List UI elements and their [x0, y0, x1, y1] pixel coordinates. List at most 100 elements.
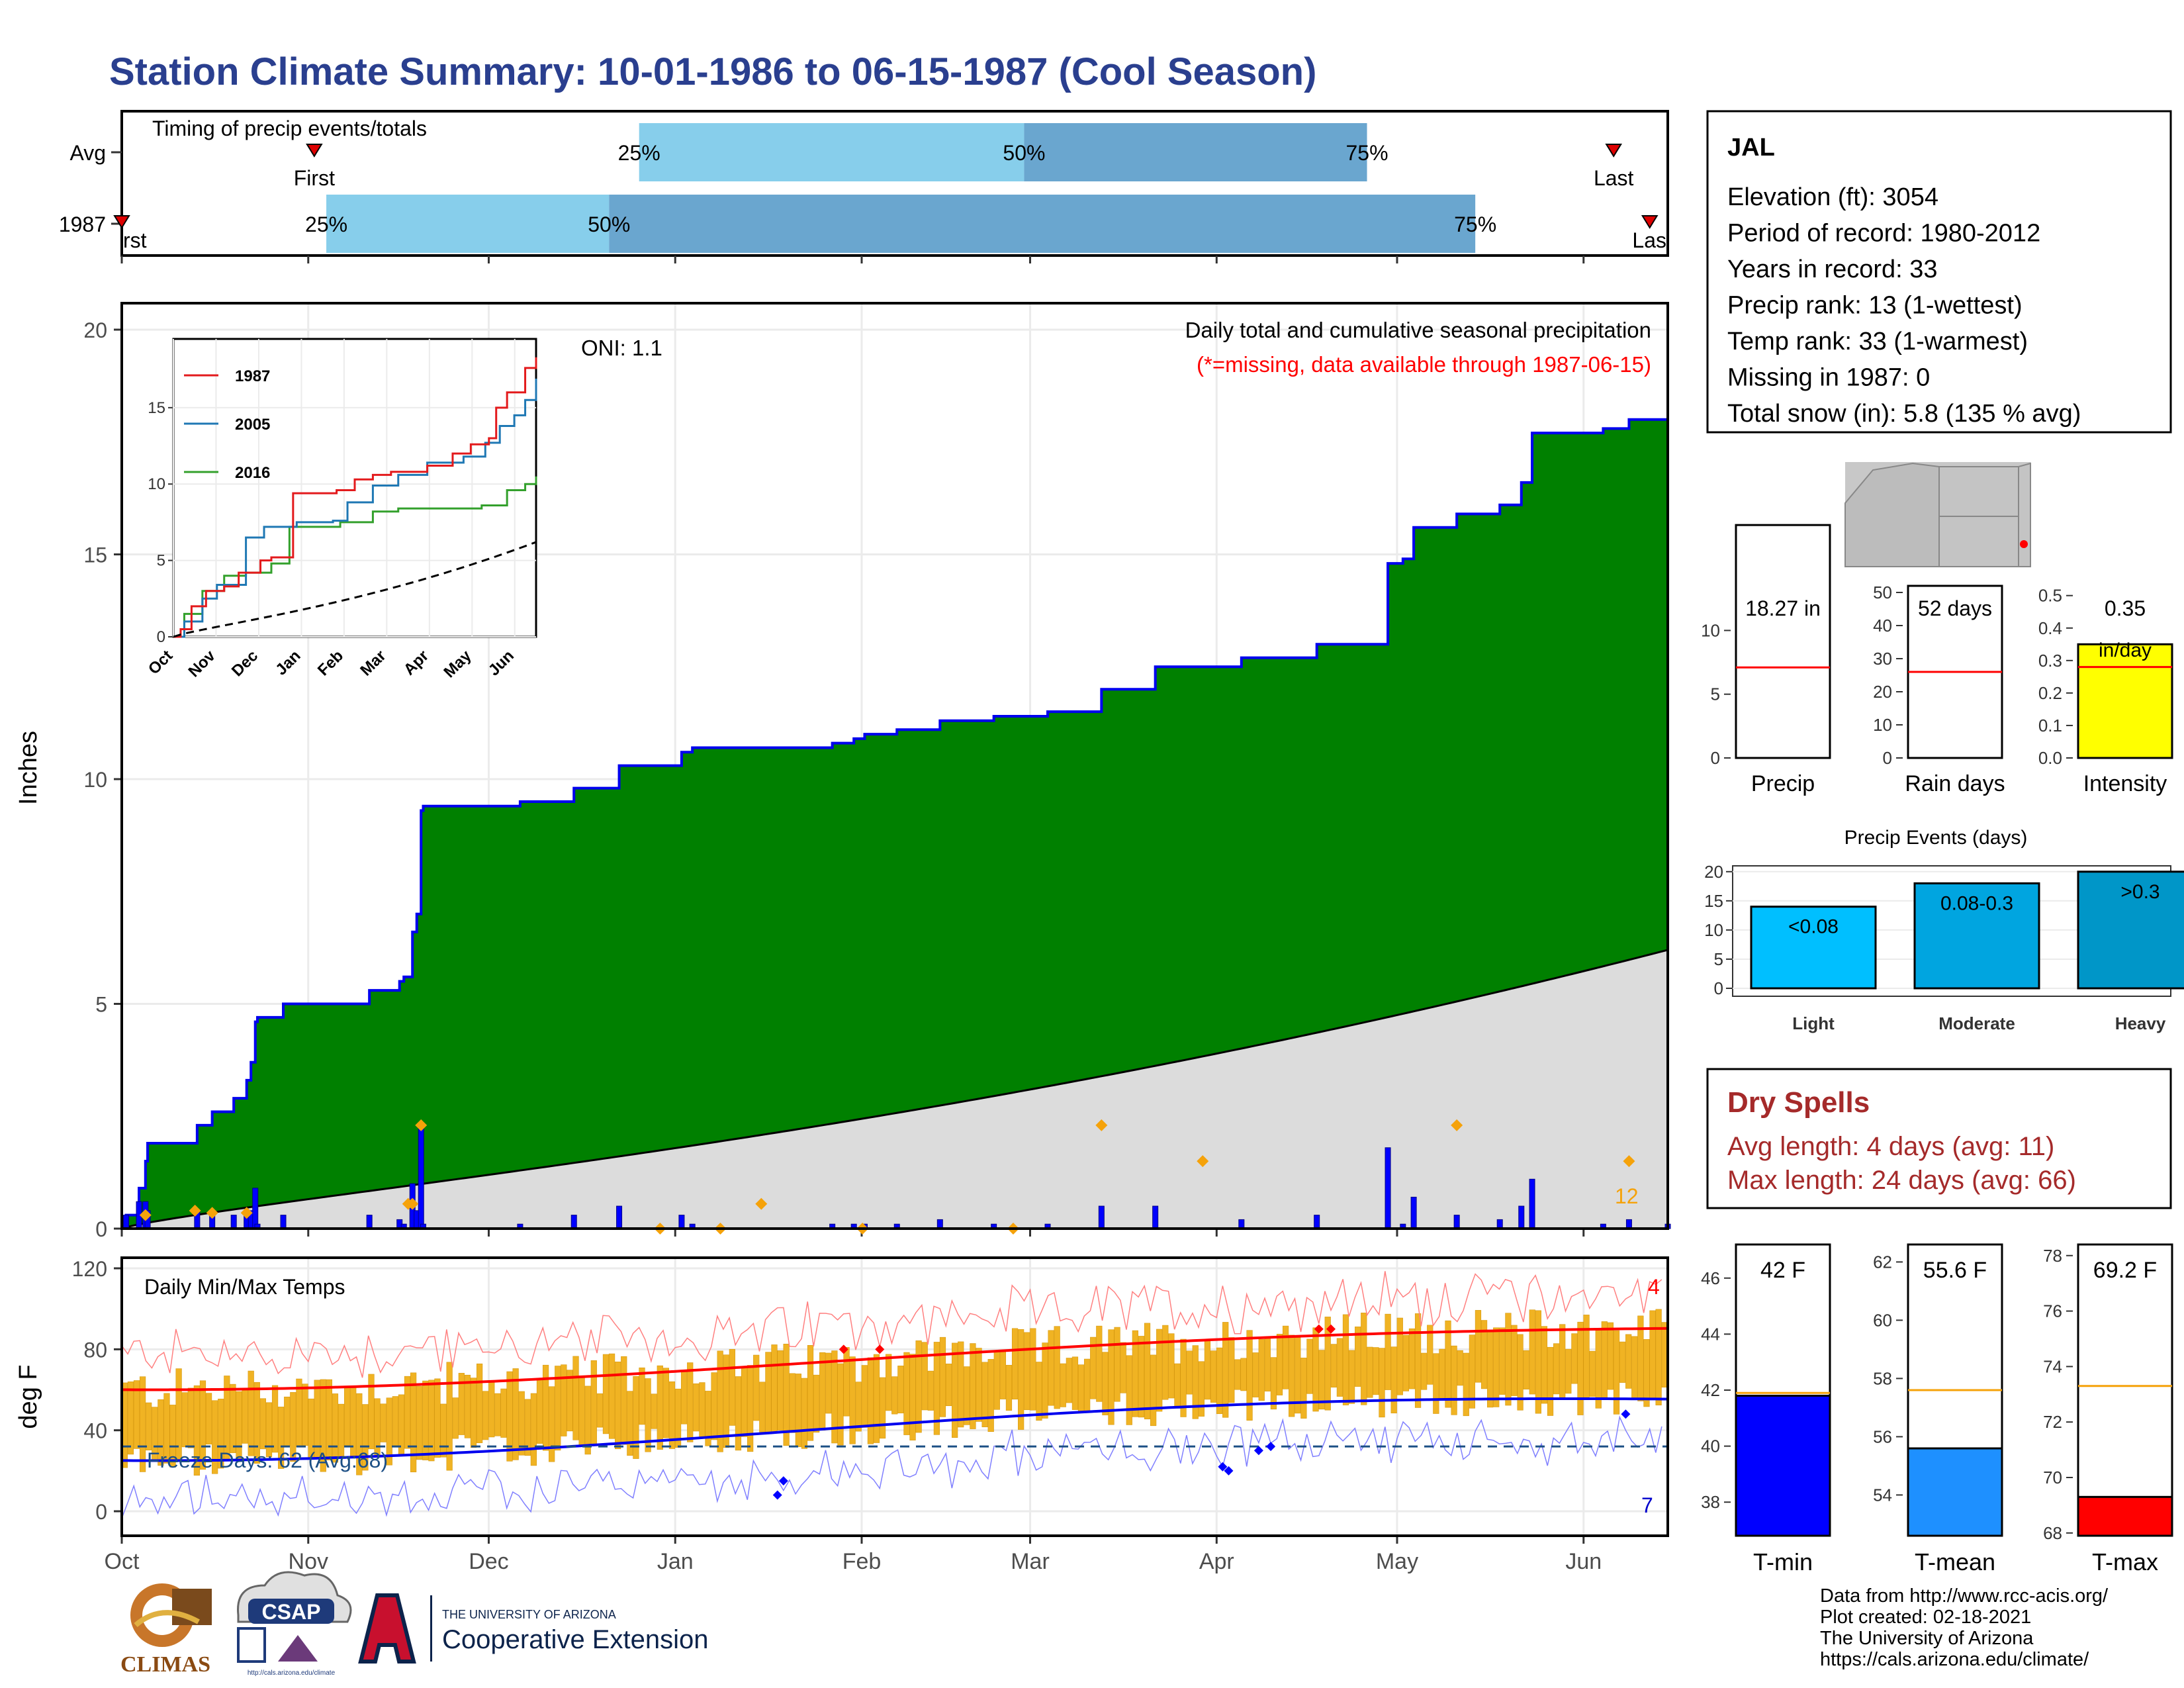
daily-temp-range-bar	[536, 1379, 543, 1444]
daily-temp-range-bar	[1505, 1313, 1512, 1406]
average-cumulative-line	[121, 949, 1668, 1230]
daily-temp-range-bar	[771, 1344, 778, 1434]
daily-temp-range-bar	[753, 1354, 760, 1421]
daily-temp-range-bar	[218, 1399, 224, 1469]
mini-bar-label: Precip	[1751, 771, 1815, 796]
daily-temp-range-bar	[193, 1385, 201, 1476]
record-precip-marker	[1197, 1155, 1209, 1168]
temp-ylabel: deg F	[15, 1364, 42, 1429]
daily-temp-range-bar	[139, 1376, 146, 1472]
temp-bar-ytick-label: 58	[1873, 1368, 1892, 1388]
daily-temp-range-bar	[169, 1405, 176, 1468]
daily-temp-range-bar	[567, 1370, 573, 1432]
inset-ytick-label: 10	[148, 475, 165, 493]
daily-precip-bar	[1098, 1205, 1105, 1229]
daily-temp-range-bar	[1228, 1337, 1235, 1403]
precip-summary-bars: 0 5 10 18.27 in Precip 0 10 20 30 40 50 52 days Rain…	[1701, 524, 2173, 796]
daily-temp-range-bar	[1011, 1328, 1019, 1400]
events-bar-heavy	[2077, 870, 2184, 990]
dry-spells-frame	[1706, 1068, 2172, 1209]
daily-precip-bar	[1496, 1219, 1503, 1229]
daily-temp-range-bar	[212, 1400, 218, 1474]
daily-temp-range-bar	[729, 1348, 735, 1426]
daily-temp-range-bar	[542, 1364, 549, 1451]
daily-temp-range-bar	[368, 1374, 375, 1450]
timing-p25-label: 25%	[618, 141, 660, 165]
daily-temp-range-bar	[1565, 1348, 1572, 1394]
daily-temp-range-bar	[494, 1393, 501, 1436]
daily-temp-range-bar	[163, 1393, 170, 1464]
daily-precip-bar	[1410, 1196, 1417, 1229]
timing-p75-label: 75%	[1346, 141, 1388, 165]
daily-temp-range-bar	[146, 1402, 152, 1450]
temp-ytick-label: 80	[83, 1338, 107, 1362]
mini-bar-value: 0.35	[2105, 596, 2146, 620]
daily-temp-range-bar	[627, 1391, 633, 1456]
daily-temp-range-bar	[699, 1382, 705, 1439]
station-info-line: Elevation (ft): 3054	[1727, 183, 1938, 211]
temp-bar-ytick-label: 70	[2043, 1468, 2062, 1487]
daily-precip-bar	[1238, 1219, 1245, 1229]
daily-temp-range-bar	[248, 1370, 254, 1456]
daily-temp-range-bar	[843, 1347, 850, 1417]
daily-temp-range-bar	[452, 1397, 459, 1439]
daily-temp-range-bar	[1289, 1335, 1295, 1417]
daily-temp-range-bar	[674, 1388, 682, 1448]
mini-bar-value: 18.27 in	[1745, 596, 1821, 620]
temp-label: Daily Min/Max Temps	[144, 1275, 345, 1299]
daily-temp-range-bar	[1090, 1336, 1097, 1399]
station-name: JAL	[1727, 134, 1775, 162]
daily-temp-range-bar	[759, 1382, 766, 1432]
daily-temp-range-bar	[1216, 1347, 1223, 1415]
daily-temp-range-bar	[428, 1380, 435, 1462]
daily-temp-range-bar	[362, 1404, 369, 1471]
daily-temp-range-bar	[1367, 1346, 1373, 1398]
temp-bar-ytick-label: 46	[1701, 1268, 1720, 1288]
record-low-marker	[772, 1490, 782, 1500]
normal-min-line	[121, 1397, 1668, 1462]
temp-month-label: Mar	[1011, 1549, 1050, 1574]
temperature-summary-bars: 38 40 42 44 46 42 F T-min 54 56 58 60 62 55.6 F T-mea…	[1701, 1243, 2173, 1575]
daily-temp-range-bar	[952, 1342, 958, 1438]
mini-bar-ytick-label: 40	[1873, 616, 1892, 635]
record-precip-marker	[189, 1204, 201, 1217]
daily-temp-range-bar	[1390, 1346, 1397, 1414]
daily-precip-bar	[1152, 1205, 1159, 1229]
daily-temp-range-bar	[705, 1391, 711, 1446]
daily-temp-range-bar	[440, 1403, 447, 1458]
daily-temp-range-bar	[1258, 1338, 1265, 1401]
daily-temp-range-bar	[1625, 1334, 1632, 1389]
daily-temp-range-bar	[1547, 1346, 1554, 1416]
cumulative-precip-area	[122, 415, 1668, 1229]
daily-temp-range-bar	[464, 1374, 471, 1438]
daily-temp-range-bar	[819, 1352, 826, 1430]
csap-text: CSAP	[262, 1600, 321, 1624]
daily-temp-range-bar	[1312, 1327, 1319, 1412]
daily-temp-range-bar	[578, 1375, 585, 1446]
daily-temp-range-bar	[416, 1385, 423, 1460]
daily-temp-range-bar	[1445, 1320, 1451, 1408]
mini-bar-ytick-label: 0	[1711, 748, 1720, 768]
record-precip-marker	[1095, 1119, 1108, 1131]
csap-url: http://cals.arizona.edu/climate	[248, 1669, 336, 1677]
inset-series-1987	[173, 357, 537, 638]
temp-month-label: May	[1376, 1549, 1418, 1574]
events-ytick-label: 15	[1704, 891, 1723, 911]
events-bar-text: 0.08-0.3	[1940, 892, 2013, 914]
last-event-marker	[1641, 215, 1659, 229]
daily-temp-range-bar	[1108, 1329, 1115, 1425]
daily-temp-range-bar	[350, 1387, 357, 1458]
mini-bar-ytick-label: 20	[1873, 682, 1892, 702]
mini-bar-ytick-label: 0.5	[2038, 586, 2062, 606]
daily-temp-range-bar	[849, 1356, 856, 1444]
daily-temp-range-bar	[1162, 1325, 1169, 1400]
events-ytick-label: 20	[1704, 862, 1723, 882]
daily-temp-range-bar	[1427, 1325, 1433, 1385]
daily-temp-range-bar	[945, 1363, 952, 1407]
station-location-dot	[2020, 540, 2028, 548]
daily-temp-range-bar	[1607, 1322, 1614, 1390]
daily-temp-range-bar	[271, 1385, 279, 1453]
daily-temp-range-bar	[392, 1396, 398, 1448]
precip-ytick-label: 5	[95, 993, 107, 1017]
